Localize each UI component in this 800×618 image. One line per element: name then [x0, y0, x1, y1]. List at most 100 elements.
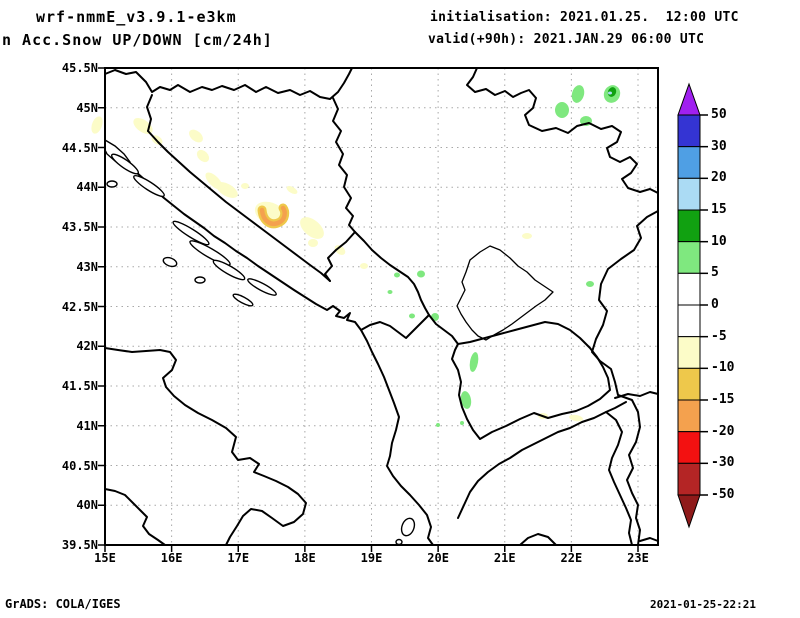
- lat-label: 42.5N: [61, 299, 98, 314]
- snow-patch: [460, 391, 472, 409]
- island: [194, 276, 206, 284]
- colorbar-tick-label: 0: [711, 297, 719, 312]
- lon-label: 19E: [360, 551, 383, 565]
- colorbar-tick-label: 30: [711, 138, 727, 154]
- coastline-border-layer: [104, 67, 659, 546]
- lat-label: 41N: [76, 418, 98, 433]
- init-time-label: initialisation: 2021.01.25. 12:00 UTC: [430, 10, 739, 25]
- lon-label: 17E: [227, 551, 250, 565]
- snow-patch: [394, 272, 400, 278]
- lon-label: 20E: [427, 551, 449, 565]
- island: [212, 259, 246, 281]
- snow-patch: [409, 313, 415, 319]
- island: [106, 180, 118, 188]
- lat-label: 44N: [76, 180, 98, 195]
- lat-label: 43N: [76, 259, 98, 274]
- border-bosnia-southwest: [147, 130, 331, 282]
- colorbar-tick-label: 15: [711, 202, 727, 217]
- snow-patch: [196, 149, 210, 163]
- island: [162, 256, 178, 268]
- border-greece-bulgaria: [605, 411, 633, 546]
- colorbar-segment: [677, 272, 701, 306]
- colorbar-segment: [677, 367, 701, 401]
- border-serbia-montenegro: [354, 231, 459, 345]
- colorbar-segment: [677, 431, 701, 464]
- colorbar-tick-label: 20: [711, 170, 727, 186]
- colorbar-segment: [677, 114, 701, 148]
- colorbar-tick-label: -10: [711, 360, 735, 376]
- colorbar-tick-label: -5: [711, 328, 727, 344]
- colorbar-tick-label: -50: [711, 487, 735, 502]
- snow-patch: [571, 85, 585, 103]
- border-kosovo: [456, 245, 554, 341]
- lat-label: 43.5N: [61, 220, 98, 234]
- border-croatia-north: [104, 67, 353, 100]
- snow-patch: [569, 414, 583, 422]
- colorbar-segment: [677, 462, 701, 496]
- grid-layer: [105, 68, 658, 545]
- model-title: wrf-nmmE_v3.9.1-e3km: [36, 8, 237, 26]
- island: [232, 293, 254, 307]
- border-bulgaria-east-stub: [614, 391, 659, 399]
- colorbar-arrow-top: [677, 82, 701, 116]
- snow-patch: [387, 290, 393, 294]
- snow-patch: [417, 270, 425, 278]
- lon-label: 18E: [294, 551, 316, 565]
- colorbar-segment: [677, 177, 701, 211]
- border-danube: [466, 67, 659, 194]
- snow-patch-hook-inner: [259, 205, 287, 227]
- snow-patch: [189, 129, 203, 143]
- island-corfu: [400, 517, 416, 537]
- island: [110, 153, 140, 175]
- creation-timestamp: 2021-01-25-22:21: [650, 598, 756, 611]
- island: [189, 240, 231, 266]
- colorbar-tick-label: 5: [711, 265, 719, 281]
- colorbar-tick-label: 10: [711, 233, 727, 249]
- border-serbia-east: [591, 210, 659, 546]
- lat-label: 41.5N: [61, 379, 98, 393]
- coast-adriatic-east: [104, 142, 434, 546]
- border-montenegro-albania: [360, 314, 430, 339]
- snow-patch: [436, 423, 440, 427]
- snow-patch: [608, 91, 612, 95]
- snow-patch-layer: [91, 85, 621, 427]
- colorbar-tick-label: -30: [711, 455, 735, 471]
- valid-time-label: valid(+90h): 2021.JAN.29 06:00 UTC: [428, 32, 705, 47]
- colorbar-segment: [677, 146, 701, 179]
- snow-patch: [334, 245, 346, 255]
- lon-label: 16E: [160, 551, 183, 565]
- lat-label: 45.5N: [61, 61, 98, 75]
- snow-patch: [216, 182, 238, 198]
- snow-patch: [586, 281, 594, 287]
- snow-patch: [241, 183, 249, 189]
- colorbar-segment: [677, 209, 701, 243]
- colorbar-tick-label: 50: [711, 107, 727, 122]
- colorbar-tick-label: -15: [711, 392, 735, 407]
- island: [172, 220, 210, 246]
- snow-patch: [555, 102, 569, 118]
- snow-patch: [360, 263, 368, 269]
- border-bosnia-west-link: [146, 94, 153, 132]
- island: [133, 174, 165, 198]
- lon-label: 22E: [560, 551, 583, 565]
- lat-label: 40N: [76, 498, 98, 513]
- lon-label: 21E: [493, 551, 516, 565]
- colorbar-segment: [677, 399, 701, 433]
- border-bosnia-east: [332, 97, 356, 233]
- lon-label: 15E: [94, 551, 116, 565]
- colorbar-arrow-bottom: [677, 494, 701, 529]
- border-bottom-right-stub: [639, 537, 659, 542]
- coast-italy-tyrrhenian: [104, 488, 166, 546]
- lat-label: 42N: [76, 339, 98, 354]
- lat-label: 39.5N: [61, 538, 98, 552]
- border-macedonia: [451, 321, 611, 440]
- border-bosnia-montenegro: [324, 231, 356, 282]
- snow-patch: [460, 421, 464, 425]
- lat-label: 40.5N: [61, 458, 98, 473]
- grads-credit: GrADS: COLA/IGES: [5, 597, 121, 611]
- lat-label: 44.5N: [61, 140, 98, 155]
- island: [247, 278, 277, 296]
